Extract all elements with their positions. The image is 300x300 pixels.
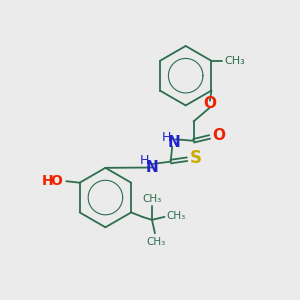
Text: O: O [203,95,216,110]
Text: H: H [139,154,149,167]
Text: H: H [161,131,171,144]
Text: CH₃: CH₃ [224,56,245,66]
Text: O: O [50,174,62,188]
Text: CH₃: CH₃ [166,211,185,221]
Text: N: N [145,160,158,175]
Text: S: S [190,149,202,167]
Text: CH₃: CH₃ [142,194,162,203]
Text: O: O [212,128,225,143]
Text: H: H [41,174,53,188]
Text: N: N [167,135,180,150]
Text: CH₃: CH₃ [146,237,165,247]
